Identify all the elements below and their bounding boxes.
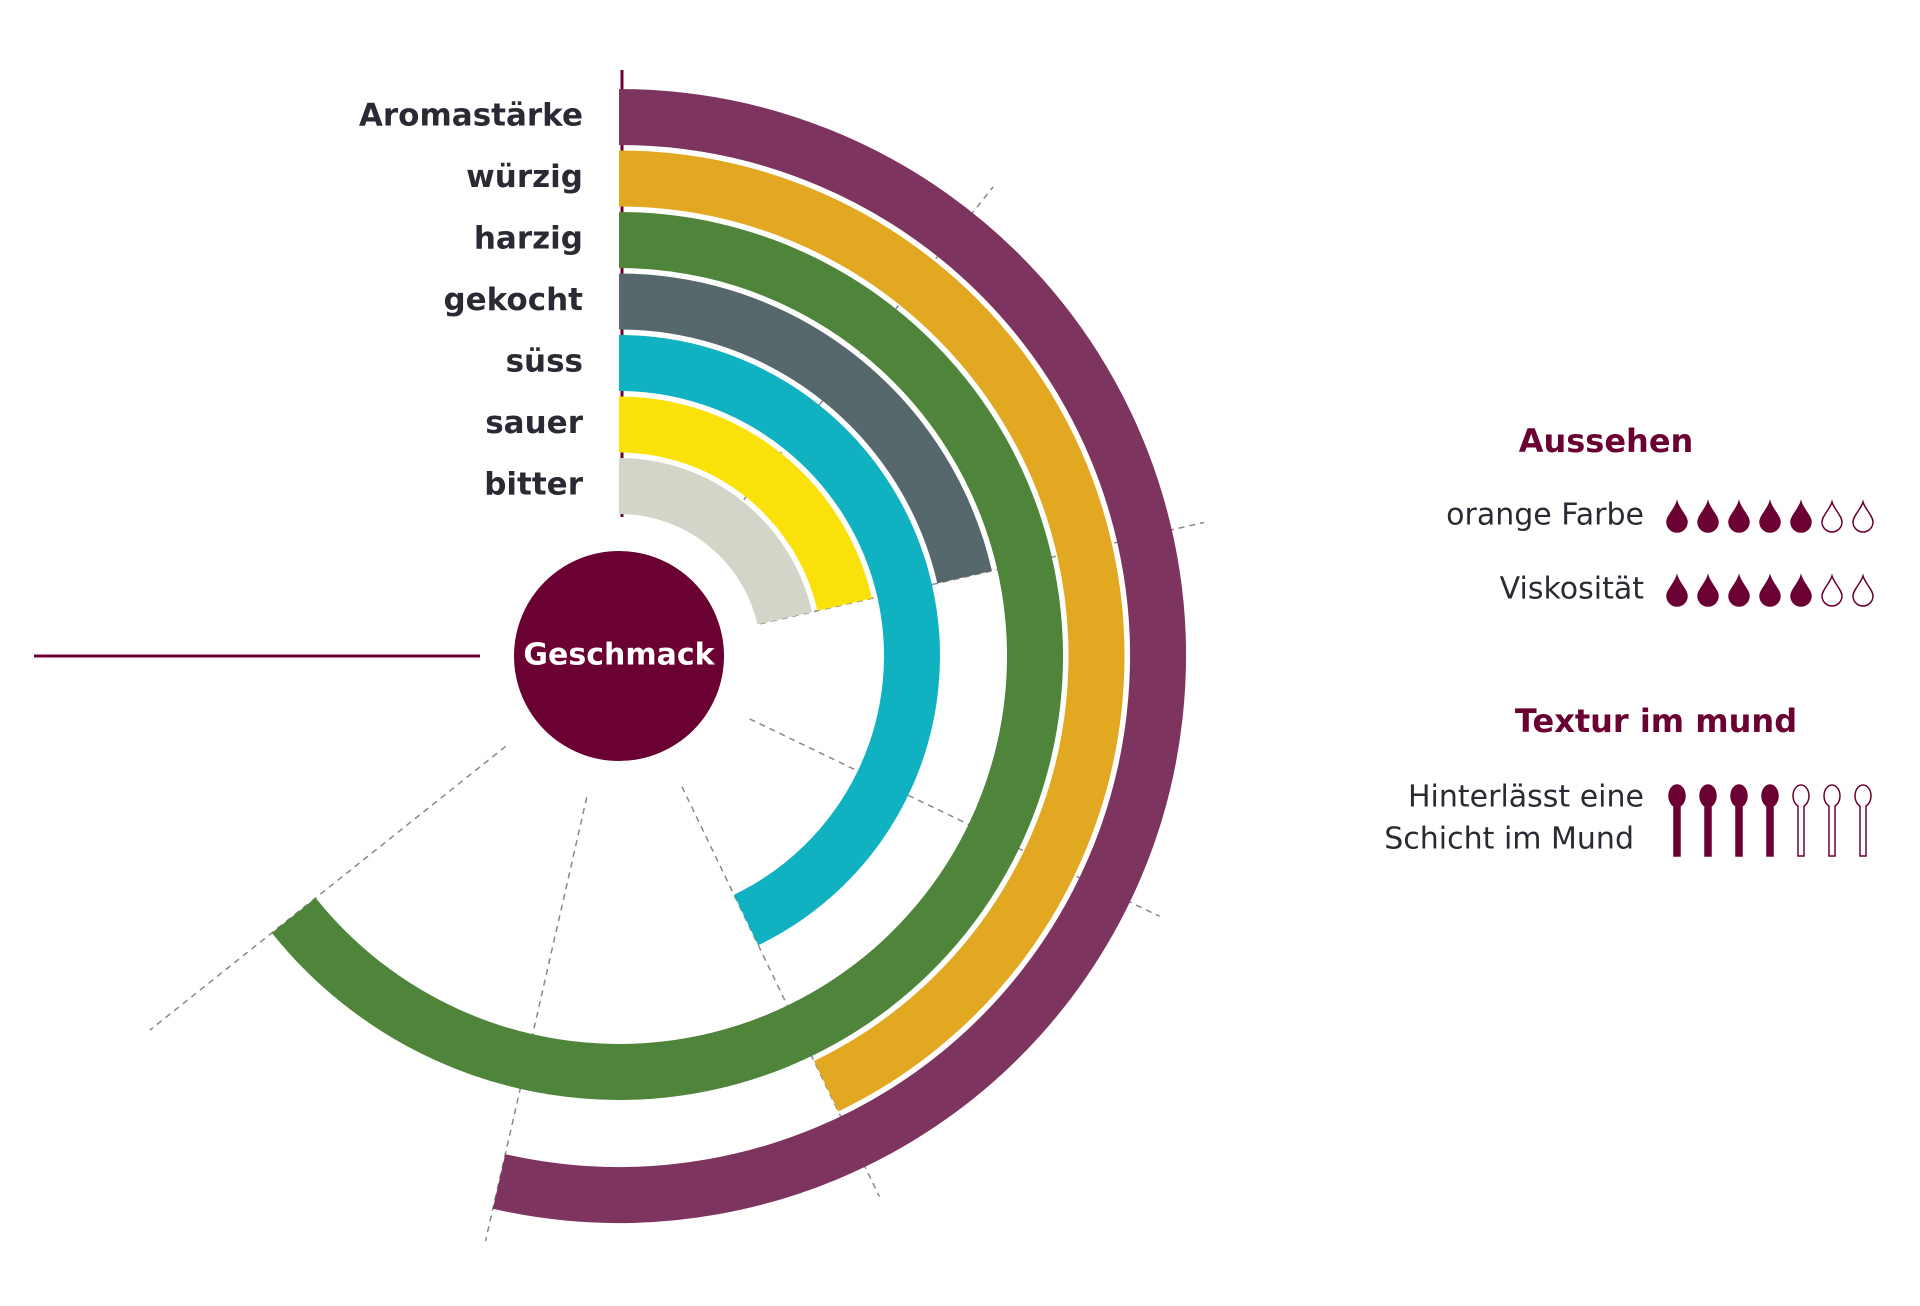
category-label: sauer: [485, 405, 583, 441]
category-label: süss: [506, 344, 583, 380]
rating-label: orange Farbe: [1446, 498, 1644, 533]
radial-bar: [618, 273, 992, 584]
category-label: Aromastärke: [359, 98, 583, 134]
radial-bar: [618, 396, 872, 612]
spoon-icon: [1823, 784, 1841, 857]
drop-icon: [1790, 573, 1812, 607]
center-label: Geschmack: [523, 638, 715, 673]
spoon-icon: [1761, 784, 1779, 857]
drop-icon: [1759, 499, 1781, 533]
drop-icon: [1697, 499, 1719, 533]
rating-label: Schicht im Mund: [1384, 822, 1634, 857]
bars: [271, 89, 1186, 1223]
radial-bar: [271, 212, 1063, 1100]
category-label: würzig: [466, 159, 583, 195]
rating-label: Hinterlässt eine: [1408, 780, 1644, 815]
drop-icon: [1821, 499, 1843, 533]
drop-icon: [1728, 573, 1750, 607]
category-label: harzig: [474, 221, 583, 257]
rating-label: Viskosität: [1500, 572, 1645, 607]
radial-bar: [618, 150, 1125, 1112]
drop-icon: [1759, 573, 1781, 607]
radial-bar: [492, 89, 1186, 1223]
spoon-icon: [1668, 784, 1686, 857]
section-title: Aussehen: [1519, 422, 1694, 460]
drop-icon: [1697, 573, 1719, 607]
section-title: Textur im mund: [1515, 702, 1797, 740]
drop-icon: [1852, 573, 1874, 607]
spoon-icon: [1699, 784, 1717, 857]
drop-icon: [1852, 499, 1874, 533]
grid-line: [149, 745, 507, 1031]
drop-icon: [1728, 499, 1750, 533]
spoon-icon: [1854, 784, 1872, 857]
radial-bar: [618, 458, 813, 626]
drop-icon: [1821, 573, 1843, 607]
category-label: gekocht: [443, 282, 583, 318]
drop-icon: [1790, 499, 1812, 533]
drop-icon: [1666, 499, 1688, 533]
category-label: bitter: [484, 467, 583, 503]
spoon-icon: [1792, 784, 1810, 857]
center-circle: [514, 551, 724, 761]
radial-bar: [618, 335, 940, 946]
ratings: orange Farbe Viskosität Hinterlässt eine Sc…: [1384, 498, 1874, 857]
drop-icon: [1666, 573, 1688, 607]
spoon-icon: [1730, 784, 1748, 857]
